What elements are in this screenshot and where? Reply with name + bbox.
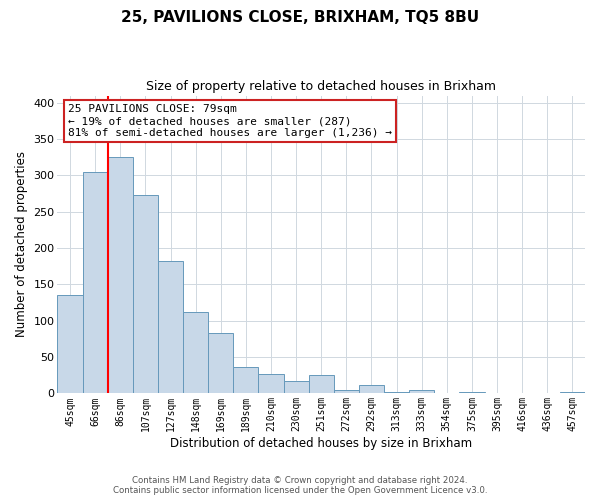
Bar bbox=[183, 312, 208, 394]
Bar bbox=[233, 366, 259, 394]
Bar bbox=[58, 296, 83, 394]
Y-axis label: Number of detached properties: Number of detached properties bbox=[15, 152, 28, 338]
Title: Size of property relative to detached houses in Brixham: Size of property relative to detached ho… bbox=[146, 80, 496, 93]
Bar bbox=[284, 381, 308, 394]
Bar bbox=[384, 392, 409, 394]
Bar bbox=[409, 390, 434, 394]
Bar bbox=[259, 374, 284, 394]
Text: Contains HM Land Registry data © Crown copyright and database right 2024.
Contai: Contains HM Land Registry data © Crown c… bbox=[113, 476, 487, 495]
Bar bbox=[460, 392, 485, 394]
Text: 25 PAVILIONS CLOSE: 79sqm
← 19% of detached houses are smaller (287)
81% of semi: 25 PAVILIONS CLOSE: 79sqm ← 19% of detac… bbox=[68, 104, 392, 138]
Text: 25, PAVILIONS CLOSE, BRIXHAM, TQ5 8BU: 25, PAVILIONS CLOSE, BRIXHAM, TQ5 8BU bbox=[121, 10, 479, 25]
Bar bbox=[334, 390, 359, 394]
Bar bbox=[509, 392, 535, 394]
Bar bbox=[108, 158, 133, 394]
Bar bbox=[83, 172, 108, 394]
Bar bbox=[208, 333, 233, 394]
Bar bbox=[308, 376, 334, 394]
Bar bbox=[434, 392, 460, 394]
Bar bbox=[560, 392, 585, 394]
Bar bbox=[359, 386, 384, 394]
Bar bbox=[133, 195, 158, 394]
X-axis label: Distribution of detached houses by size in Brixham: Distribution of detached houses by size … bbox=[170, 437, 472, 450]
Bar bbox=[158, 261, 183, 394]
